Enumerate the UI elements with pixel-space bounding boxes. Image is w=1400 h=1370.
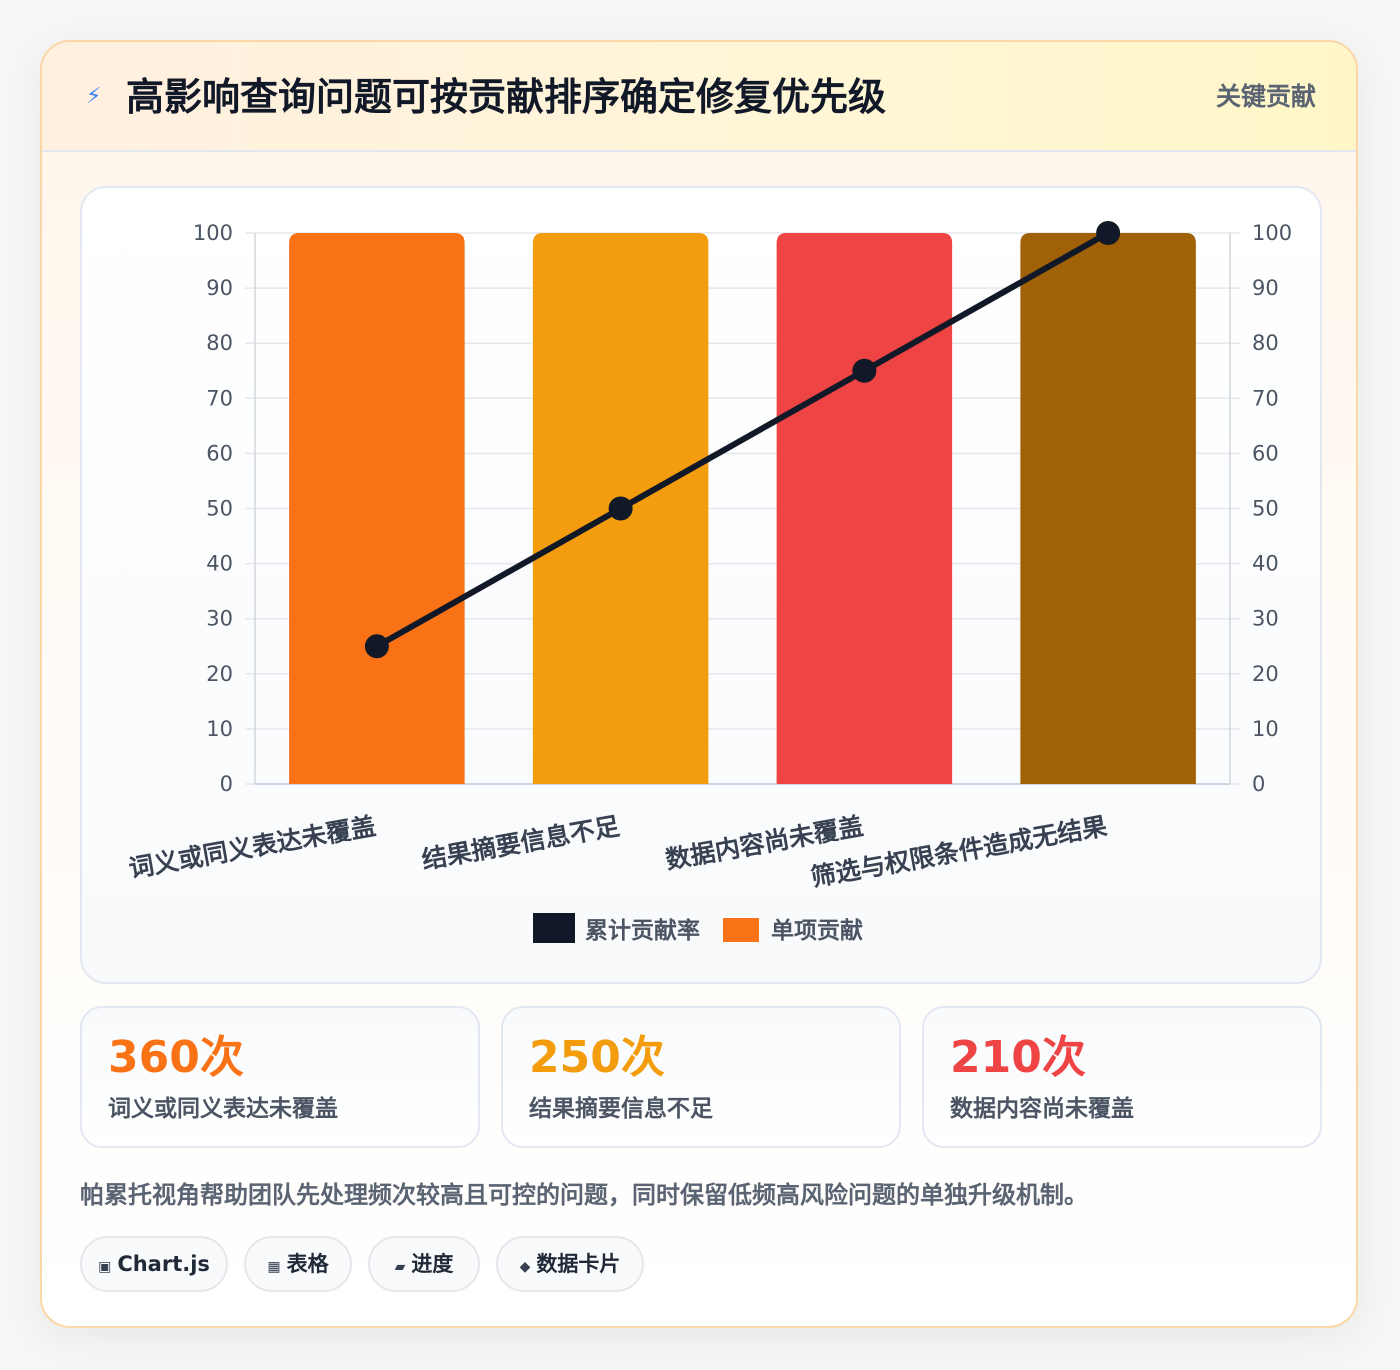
- y-left-tick-label: 60: [206, 441, 233, 465]
- legend-swatch-bar: [723, 918, 759, 942]
- y-right-tick-label: 50: [1252, 497, 1279, 521]
- y-left-tick-label: 20: [206, 662, 233, 686]
- cumulative-point: [1096, 221, 1121, 245]
- stat-card-2: 250次 结果摘要信息不足: [501, 1006, 901, 1148]
- y-right-tick-label: 30: [1252, 607, 1279, 631]
- y-left-tick-label: 90: [206, 276, 233, 300]
- y-right-tick-label: 0: [1252, 772, 1265, 796]
- stat-card-1: 360次 词义或同义表达未覆盖: [80, 1006, 480, 1148]
- card-header: ⚡ 高影响查询问题可按贡献排序确定修复优先级 关键贡献: [42, 42, 1356, 152]
- category-label: 词义或同义表达未覆盖: [127, 811, 378, 883]
- chip-label: 表格: [286, 1252, 329, 1276]
- y-left-tick-label: 80: [206, 331, 233, 355]
- page-title: 高影响查询问题可按贡献排序确定修复优先级: [126, 75, 887, 119]
- category-label: 结果摘要信息不足: [420, 811, 622, 874]
- chart-canvas: 0 10 20 30 40 50 60 70 80 90 100 0 10 20 30 40 50 60 70 80 9…: [127, 221, 1292, 944]
- chip-label: Chart.js: [117, 1252, 210, 1276]
- stat-label: 词义或同义表达未覆盖: [108, 1096, 338, 1122]
- bar: [1020, 233, 1196, 784]
- stat-label: 数据内容尚未覆盖: [950, 1096, 1134, 1122]
- chip-label: 数据卡片: [536, 1252, 621, 1276]
- stat-value: 210次: [950, 1032, 1086, 1083]
- y-right-tick-label: 90: [1252, 276, 1279, 300]
- legend-swatch-line: [533, 913, 575, 943]
- key-contribution-badge: 关键贡献: [1215, 82, 1316, 111]
- y-left-tick-label: 70: [206, 386, 233, 410]
- chip-table[interactable]: ▦ 表格: [244, 1236, 352, 1292]
- y-left-tick-label: 10: [206, 717, 233, 741]
- lightning-icon: ⚡: [86, 84, 102, 109]
- y-left-tick-label: 50: [206, 497, 233, 521]
- cumulative-point: [364, 634, 389, 659]
- table-icon: ▦: [267, 1259, 281, 1275]
- y-left-tick-label: 100: [193, 221, 233, 245]
- cumulative-point: [608, 496, 633, 521]
- y-right-tick-label: 60: [1252, 441, 1279, 465]
- chip-data-card[interactable]: ◆ 数据卡片: [496, 1236, 644, 1292]
- chip-label: 进度: [411, 1252, 454, 1276]
- chip-chartjs[interactable]: ▣ Chart.js: [80, 1236, 228, 1292]
- y-right-tick-label: 70: [1252, 386, 1279, 410]
- y-right-tick-label: 80: [1252, 331, 1279, 355]
- chart-icon: ▣: [98, 1259, 112, 1275]
- y-right-tick-label: 20: [1252, 662, 1279, 686]
- y-left-tick-label: 30: [206, 607, 233, 631]
- legend-label: 累计贡献率: [585, 917, 700, 944]
- stat-value: 250次: [529, 1032, 665, 1083]
- progress-icon: ▰: [394, 1259, 406, 1275]
- bar: [289, 233, 465, 784]
- pareto-chart: 0 10 20 30 40 50 60 70 80 90 100 0 10 20 30 40 50 60 70 80 9…: [80, 186, 1322, 984]
- y-left-tick-label: 0: [220, 772, 233, 796]
- cumulative-point: [852, 358, 877, 383]
- legend-label: 单项贡献: [771, 918, 863, 944]
- data-card-icon: ◆: [519, 1259, 531, 1275]
- y-left-tick-label: 40: [206, 552, 233, 576]
- summary-note: 帕累托视角帮助团队先处理频次较高且可控的问题，同时保留低频高风险问题的单独升级机…: [80, 1181, 1088, 1209]
- chip-progress[interactable]: ▰ 进度: [368, 1236, 480, 1292]
- bar: [776, 233, 953, 784]
- stat-card-3: 210次 数据内容尚未覆盖: [922, 1006, 1322, 1148]
- pareto-card: ⚡ 高影响查询问题可按贡献排序确定修复优先级 关键贡献 0 10 20 30 40 50 6…: [40, 40, 1358, 1328]
- stat-value: 360次: [108, 1032, 244, 1083]
- y-right-tick-label: 10: [1252, 717, 1279, 741]
- y-right-tick-label: 100: [1252, 221, 1292, 245]
- stat-label: 结果摘要信息不足: [529, 1096, 713, 1122]
- y-right-tick-label: 40: [1252, 552, 1279, 576]
- cumulative-line: [375, 230, 1110, 649]
